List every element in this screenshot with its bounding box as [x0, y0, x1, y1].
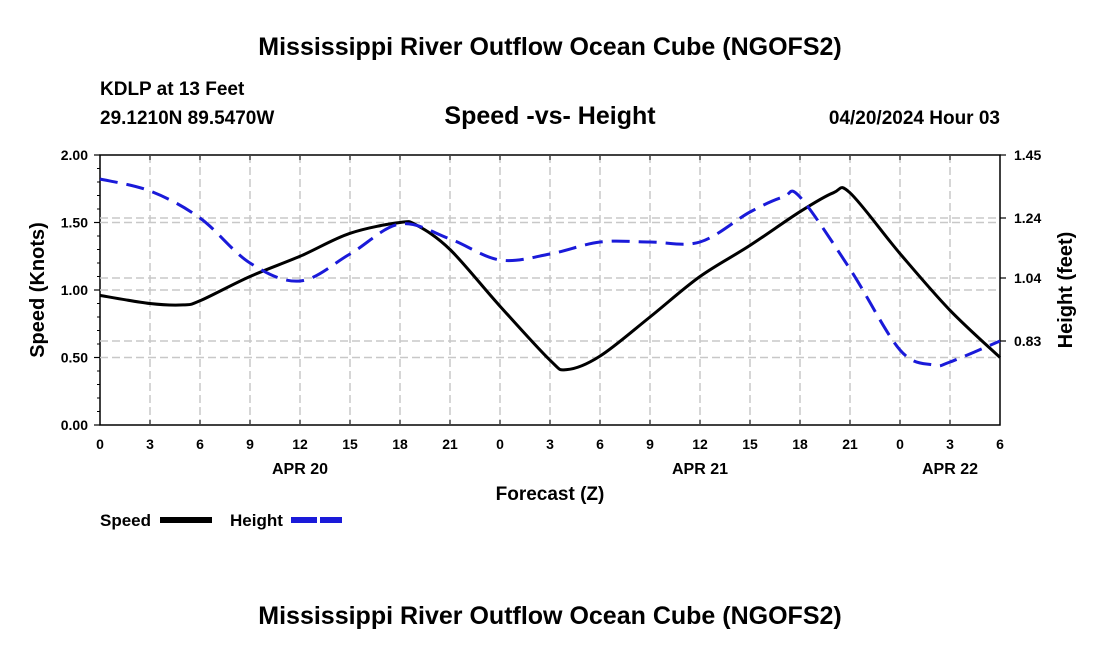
- x-tick-label: 3: [546, 436, 554, 452]
- x-tick-label: 3: [146, 436, 154, 452]
- y-right-tick-label: 1.04: [1014, 270, 1041, 286]
- x-tick-label: 12: [292, 436, 308, 452]
- x-tick-label: 15: [342, 436, 358, 452]
- series-line-height: [99, 177, 1001, 368]
- x-tick-label: 0: [96, 436, 104, 452]
- x-tick-label: 3: [946, 436, 954, 452]
- chart-title: Speed -vs- Height: [444, 102, 656, 130]
- plot-area: 0 3 6 9 12 15 18 21 0 3 6 9 12 15 18 21 0 3 6 0.00 0.50 1.00 1…: [61, 147, 1042, 478]
- date-label: APR 22: [922, 461, 978, 478]
- x-tick-label: 21: [842, 436, 858, 452]
- legend-speed-label: Speed: [100, 511, 151, 530]
- station-label: KDLP at 13 Feet: [100, 79, 245, 100]
- x-tick-label: 21: [442, 436, 458, 452]
- forecast-datetime: 04/20/2024 Hour 03: [829, 108, 1000, 129]
- x-tick-label: 6: [596, 436, 604, 452]
- x-tick-label: 18: [792, 436, 808, 452]
- series-line-speed: [99, 186, 1002, 372]
- axes: 0 3 6 9 12 15 18 21 0 3 6 9 12 15 18 21 0 3 6 0.00 0.50 1.00 1…: [61, 147, 1042, 478]
- legend-height-label: Height: [230, 511, 283, 530]
- y-axis-left-label: Speed (Knots): [27, 222, 49, 358]
- y-axis-right-label: Height (feet): [1055, 232, 1077, 349]
- x-tick-label: 12: [692, 436, 708, 452]
- y-left-tick-label: 0.50: [61, 350, 88, 366]
- grid: [100, 155, 1000, 425]
- x-tick-label: 18: [392, 436, 408, 452]
- main-title: Mississippi River Outflow Ocean Cube (NG…: [258, 33, 841, 61]
- x-axis-label: Forecast (Z): [496, 484, 605, 505]
- station-coords: 29.1210N 89.5470W: [100, 108, 274, 129]
- footer-title: Mississippi River Outflow Ocean Cube (NG…: [258, 602, 841, 630]
- y-left-tick-label: 1.50: [61, 215, 88, 231]
- x-tick-label: 9: [646, 436, 654, 452]
- date-label: APR 20: [272, 461, 328, 478]
- x-tick-label: 9: [246, 436, 254, 452]
- y-left-tick-label: 2.00: [61, 147, 88, 163]
- series-layer: [99, 177, 1002, 372]
- x-tick-label: 0: [896, 436, 904, 452]
- y-left-tick-label: 0.00: [61, 417, 88, 433]
- y-right-tick-label: 0.83: [1014, 333, 1041, 349]
- x-tick-label: 6: [196, 436, 204, 452]
- date-label: APR 21: [672, 461, 728, 478]
- y-right-tick-label: 1.45: [1014, 147, 1041, 163]
- x-tick-label: 6: [996, 436, 1004, 452]
- y-right-tick-label: 1.24: [1014, 210, 1041, 226]
- x-tick-label: 0: [496, 436, 504, 452]
- x-tick-label: 15: [742, 436, 758, 452]
- legend: Speed Height: [100, 511, 342, 530]
- y-left-tick-label: 1.00: [61, 282, 88, 298]
